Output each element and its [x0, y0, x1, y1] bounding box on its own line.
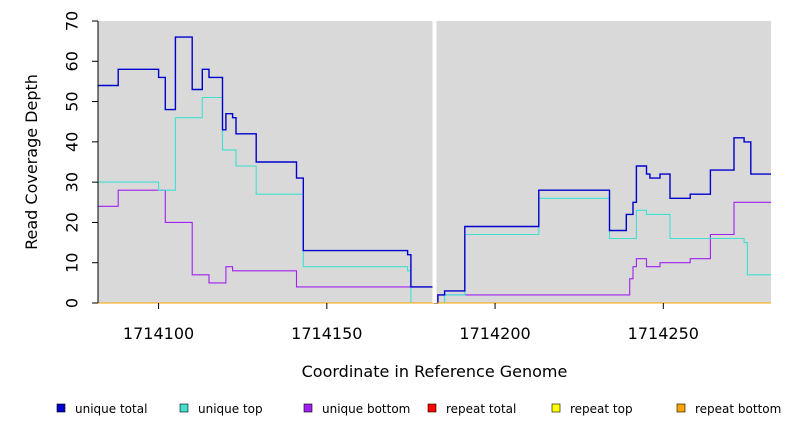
y-tick-label: 20: [63, 212, 82, 232]
legend-swatch-unique-bottom: [303, 403, 313, 413]
axis-layer: 0 10 20 30 40 50 60 70 1714100 1714150 1714200 1714…: [63, 11, 699, 343]
y-tick-label: 0: [63, 298, 82, 308]
legend-label-unique-bottom: unique bottom: [322, 402, 410, 416]
x-tick-label: 1714250: [628, 324, 699, 343]
x-axis-title: Coordinate in Reference Genome: [302, 362, 568, 381]
y-tick-label: 10: [63, 253, 82, 273]
legend-swatch-unique-total: [56, 403, 66, 413]
legend-swatch-repeat-total: [427, 403, 437, 413]
legend-label-unique-total: unique total: [75, 402, 147, 416]
legend-swatch-unique-top: [179, 403, 189, 413]
legend-label-repeat-bottom: repeat bottom: [695, 402, 781, 416]
legend-label-repeat-total: repeat total: [446, 402, 516, 416]
legend-swatch-repeat-bottom: [676, 403, 686, 413]
y-tick-label: 30: [63, 172, 82, 192]
x-tick-label: 1714150: [291, 324, 362, 343]
legend-label-repeat-top: repeat top: [570, 402, 633, 416]
legend: unique total unique top unique bottom repea…: [56, 402, 781, 416]
legend-swatch-repeat-top: [551, 403, 561, 413]
y-tick-label: 60: [63, 51, 82, 71]
legend-label-unique-top: unique top: [198, 402, 263, 416]
x-tick-label: 1714200: [459, 324, 530, 343]
y-axis-title: Read Coverage Depth: [22, 74, 41, 250]
y-tick-label: 70: [63, 11, 82, 31]
y-tick-label: 40: [63, 132, 82, 152]
x-tick-label: 1714100: [123, 324, 194, 343]
y-tick-label: 50: [63, 91, 82, 111]
